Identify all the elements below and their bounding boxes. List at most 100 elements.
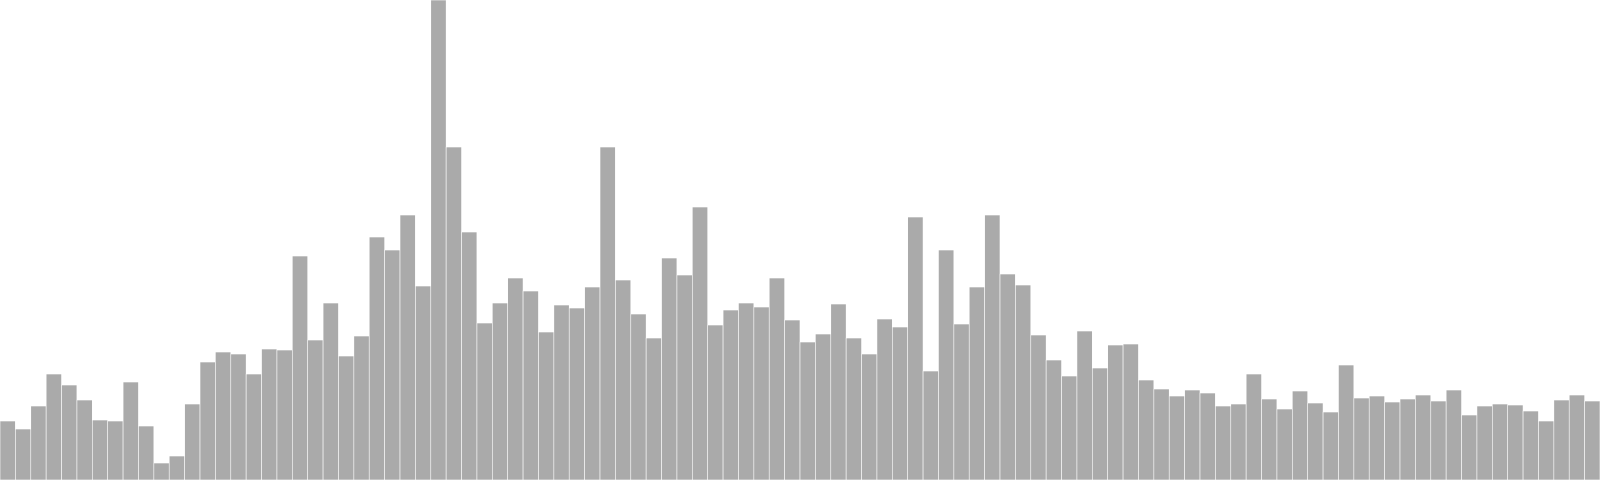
bar xyxy=(1215,405,1232,480)
bar xyxy=(138,425,155,480)
bar xyxy=(261,348,278,480)
bar xyxy=(999,273,1016,480)
bar xyxy=(876,318,893,480)
bar xyxy=(815,333,832,480)
bar xyxy=(799,341,816,480)
bar xyxy=(630,313,647,480)
bar xyxy=(1199,392,1216,480)
bar xyxy=(1276,408,1293,480)
bar xyxy=(984,214,1001,480)
bar xyxy=(1461,414,1478,480)
bar xyxy=(938,249,955,480)
bar xyxy=(538,331,555,480)
bar xyxy=(307,339,324,480)
bar xyxy=(184,403,201,480)
bar xyxy=(322,302,339,480)
bar xyxy=(1492,403,1508,480)
bar xyxy=(661,257,678,480)
bar xyxy=(168,455,185,480)
bar xyxy=(1476,405,1493,480)
bar xyxy=(584,286,601,480)
bar xyxy=(1245,373,1262,480)
bar xyxy=(1522,410,1539,480)
bar xyxy=(1353,397,1370,480)
bar xyxy=(1168,395,1185,480)
bar xyxy=(30,405,47,480)
bar xyxy=(1092,367,1108,480)
bar xyxy=(276,349,293,480)
bar xyxy=(1153,388,1170,480)
bar xyxy=(384,249,401,480)
bar xyxy=(492,302,508,480)
bar xyxy=(338,355,355,480)
bar xyxy=(1138,379,1155,480)
bar xyxy=(861,353,878,480)
bar xyxy=(1030,334,1047,480)
bar xyxy=(0,420,16,480)
bar xyxy=(107,420,124,480)
bar xyxy=(845,337,862,480)
bar xyxy=(522,290,539,480)
bar xyxy=(199,361,216,480)
bar xyxy=(1368,395,1385,480)
bar xyxy=(368,236,385,480)
bar xyxy=(507,277,524,480)
bar xyxy=(645,337,662,480)
bar xyxy=(245,373,262,480)
bar xyxy=(692,206,708,480)
bar xyxy=(15,428,32,480)
bar xyxy=(1568,394,1585,480)
bar xyxy=(892,326,908,480)
bar xyxy=(1230,403,1247,480)
bar xyxy=(722,309,739,480)
bar xyxy=(230,353,247,480)
bar xyxy=(353,335,370,480)
bar xyxy=(461,231,478,480)
bar xyxy=(1015,284,1032,480)
bar xyxy=(1107,344,1124,480)
bar xyxy=(676,274,693,480)
bar xyxy=(1184,389,1201,480)
bar xyxy=(1384,401,1401,480)
bar xyxy=(1061,375,1078,480)
bar xyxy=(615,279,632,480)
bar xyxy=(476,322,493,480)
bar xyxy=(907,216,924,480)
bar xyxy=(1584,400,1600,480)
bar xyxy=(830,303,847,480)
bar xyxy=(92,419,108,480)
bar xyxy=(784,319,801,480)
bar xyxy=(1307,402,1324,480)
bar xyxy=(399,214,416,480)
bar xyxy=(707,324,724,480)
bar xyxy=(1445,389,1462,480)
bar xyxy=(1538,420,1555,480)
bar xyxy=(753,306,770,480)
bar xyxy=(599,146,616,480)
bar xyxy=(1415,394,1432,480)
bar xyxy=(953,323,970,480)
bar xyxy=(738,302,755,480)
bar xyxy=(1122,343,1139,480)
bar xyxy=(122,381,139,480)
bar xyxy=(430,0,447,480)
bar xyxy=(1322,411,1339,480)
bar xyxy=(1076,330,1093,480)
bar xyxy=(415,285,432,480)
bar xyxy=(215,351,232,480)
bar xyxy=(445,146,462,480)
bar xyxy=(45,373,62,480)
bar xyxy=(922,370,939,480)
bar xyxy=(553,304,570,480)
bar xyxy=(968,286,985,480)
bar xyxy=(1507,404,1524,480)
bar xyxy=(1292,390,1308,480)
bar xyxy=(153,462,170,480)
bar xyxy=(1338,364,1355,480)
bar xyxy=(61,384,78,480)
bar xyxy=(1261,398,1278,480)
bar xyxy=(76,399,93,480)
bar xyxy=(768,277,785,480)
